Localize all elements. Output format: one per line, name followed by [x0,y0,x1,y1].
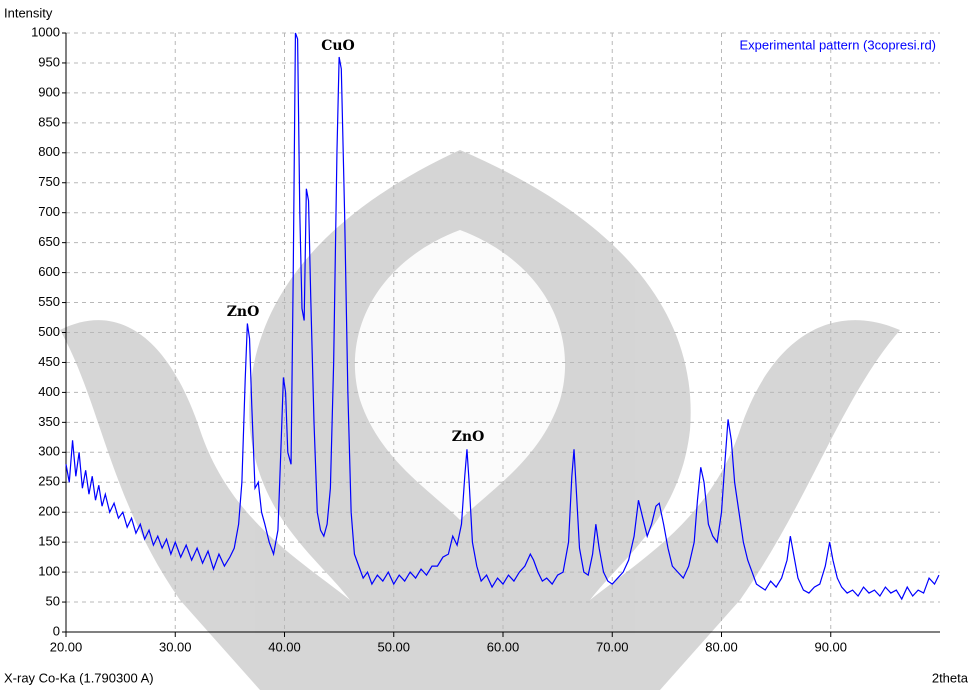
y-tick-label: 950 [38,54,60,69]
x-tick-label: 30.00 [159,639,192,654]
y-tick-label: 450 [38,354,60,369]
y-tick-label: 300 [38,444,60,459]
legend-label: Experimental pattern (3copresi.rd) [739,37,936,52]
x-tick-label: 80.00 [705,639,738,654]
x-tick-label: 70.00 [596,639,629,654]
y-tick-label: 350 [38,414,60,429]
y-tick-label: 250 [38,474,60,489]
y-tick-label: 800 [38,144,60,159]
watermark [60,150,900,690]
x-tick-label: 90.00 [814,639,847,654]
y-tick-label: 550 [38,294,60,309]
y-tick-label: 150 [38,534,60,549]
y-tick-label: 200 [38,504,60,519]
y-tick-label: 500 [38,324,60,339]
peak-annotation: ZnO [452,429,485,445]
y-tick-label: 0 [53,623,60,638]
x-axis-label: 2theta [932,670,969,685]
y-tick-label: 750 [38,174,60,189]
x-tick-label: 50.00 [377,639,410,654]
y-tick-label: 600 [38,264,60,279]
footer-text: X-ray Co-Ka (1.790300 A) [4,670,154,685]
y-tick-label: 850 [38,114,60,129]
peak-annotation: ZnO [227,304,260,320]
peak-annotation: CuO [321,38,355,54]
y-tick-label: 700 [38,204,60,219]
x-tick-label: 40.00 [268,639,301,654]
x-tick-label: 20.00 [50,639,83,654]
y-tick-label: 1000 [31,24,60,39]
y-tick-label: 100 [38,564,60,579]
y-axis-label: Intensity [4,5,53,20]
y-tick-label: 50 [46,593,60,608]
y-tick-label: 650 [38,234,60,249]
y-tick-label: 400 [38,384,60,399]
y-tick-label: 900 [38,84,60,99]
chart: Intensity 2theta X-ray Co-Ka (1.790300 A… [0,0,972,690]
x-tick-label: 60.00 [487,639,520,654]
